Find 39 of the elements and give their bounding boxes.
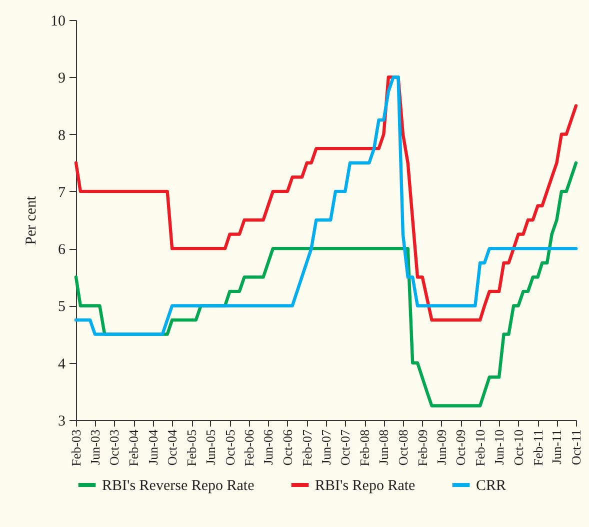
x-tick-label: Oct-06 [280, 429, 295, 466]
x-tick-label: Feb-04 [126, 429, 142, 466]
x-tick-label: Jun-05 [202, 430, 218, 465]
y-tick-label: 5 [58, 299, 66, 316]
x-tick-label: Oct-09 [453, 430, 468, 466]
x-tick-label: Feb-05 [184, 430, 200, 466]
y-tick-label: 7 [58, 184, 66, 201]
y-tick-label: 9 [58, 70, 66, 87]
x-tick-label: Oct-04 [164, 429, 180, 466]
x-tick-label: Jun-03 [87, 430, 102, 465]
y-axis-title: Per cent [24, 195, 40, 245]
x-tick-label: Jun-11 [549, 430, 564, 464]
x-tick-label: Feb-10 [472, 430, 488, 466]
x-tick-label: Jun-06 [260, 429, 276, 465]
x-tick-label: Jun-10 [492, 430, 507, 465]
x-tick-label: Feb-07 [299, 429, 314, 466]
x-tick-label: Oct-10 [510, 430, 526, 466]
x-tick-label: Jun-04 [145, 429, 160, 465]
x-tick-label: Feb-08 [357, 430, 372, 466]
y-tick-label: 3 [58, 414, 66, 430]
x-tick-label: Jun-07 [318, 429, 334, 465]
x-tick-label: Feb-03 [68, 430, 84, 466]
x-tick-label: Jun-08 [376, 430, 392, 465]
x-tick-label: Oct-08 [395, 430, 410, 466]
legend-label: RBI's Reverse Repo Rate [102, 478, 255, 494]
x-tick-label: Feb-09 [414, 430, 430, 466]
x-tick-label: Oct-05 [222, 430, 238, 466]
y-tick-label: 8 [58, 128, 66, 144]
x-tick-label: Oct-03 [106, 430, 122, 466]
x-tick-label: Oct-11 [568, 430, 584, 466]
x-tick-label: Oct-07 [338, 429, 353, 466]
x-tick-label: Feb-06 [242, 429, 257, 466]
x-tick-label: Feb-11 [530, 430, 546, 466]
legend-label: RBI's Repo Rate [315, 478, 416, 494]
y-tick-label: 6 [58, 242, 66, 258]
y-tick-label: 10 [50, 14, 66, 30]
x-tick-label: Jun-09 [434, 430, 449, 465]
legend-label: CRR [476, 478, 506, 494]
y-tick-label: 4 [58, 356, 66, 372]
